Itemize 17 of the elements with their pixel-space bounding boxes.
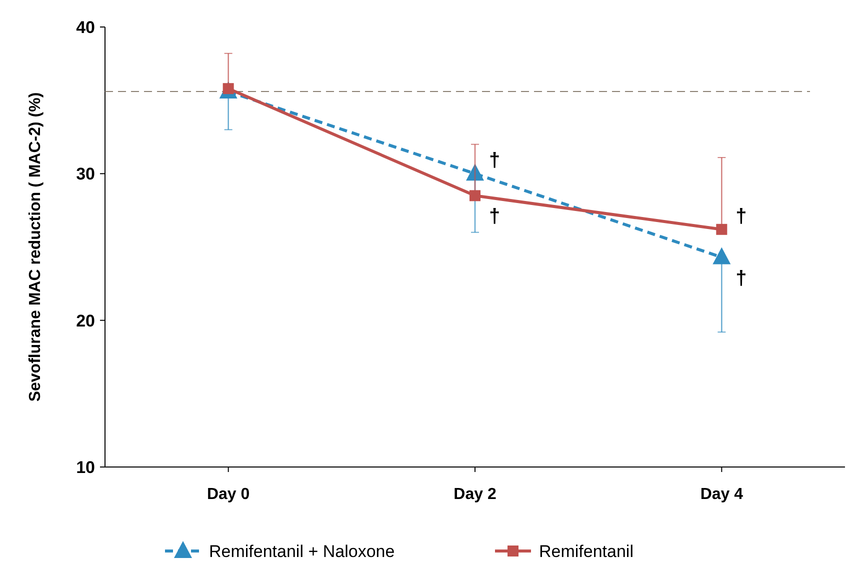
y-tick-label: 30	[76, 164, 95, 184]
annotation: †	[489, 206, 500, 228]
annotation: †	[489, 150, 500, 172]
annotation: †	[736, 267, 747, 290]
legend-label: Remifentanil + Naloxone	[209, 542, 395, 561]
x-tick-label: Day 4	[700, 486, 744, 503]
y-tick-label: 20	[76, 311, 95, 330]
x-tick-label: Day 0	[206, 486, 250, 503]
point	[470, 190, 480, 202]
point	[712, 247, 731, 264]
y-axis-title: Sevoflurane MAC reduction ( MAC-2) (%)	[27, 92, 44, 402]
point	[716, 224, 728, 235]
y-tick-label: 10	[76, 458, 95, 477]
y-tick-label: 40	[76, 18, 95, 37]
x-tick-label: Day 2	[454, 486, 496, 503]
annotation: †	[736, 205, 747, 228]
legend-label: Remifentanil	[539, 542, 634, 561]
